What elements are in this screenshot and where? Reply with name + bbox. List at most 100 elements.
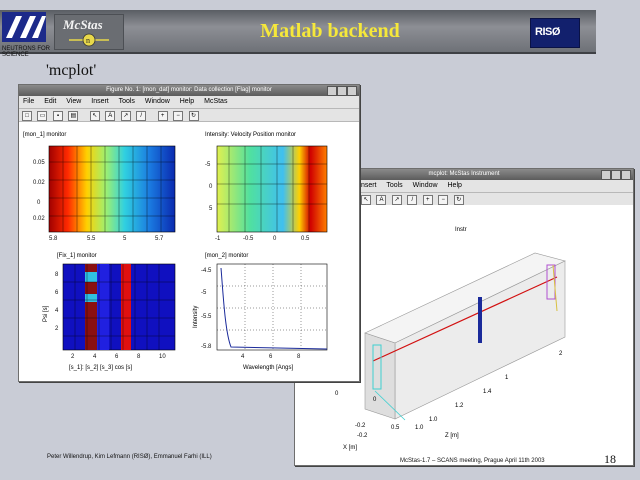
minimize-button[interactable]	[327, 86, 337, 96]
open-folder-icon[interactable]: ▭	[37, 111, 48, 121]
mcplot-menubar: File Edit View Insert Tools Window Help …	[19, 96, 359, 109]
svg-text:8: 8	[137, 354, 141, 360]
mcstas-badge: McStas n	[54, 14, 124, 50]
svg-text:6: 6	[269, 354, 273, 360]
svg-text:-5: -5	[201, 290, 207, 296]
svg-text:5: 5	[209, 206, 213, 212]
rotate-icon[interactable]: ↻	[453, 195, 464, 205]
svg-text:0: 0	[209, 184, 213, 190]
instrument-3d-graphic: 2 1 1.4 1.2 1.0 1.0 0.5 -0.2 -0.2 0 0 X …	[335, 252, 566, 451]
svg-text:2: 2	[55, 326, 59, 332]
menu-view[interactable]: View	[66, 98, 82, 105]
svg-text:0: 0	[373, 397, 377, 403]
arrow-tool-icon[interactable]: ↗	[391, 195, 402, 205]
page-title: Matlab backend	[260, 20, 400, 42]
maximize-button[interactable]	[337, 86, 347, 96]
svg-text:-1: -1	[215, 236, 221, 242]
close-button[interactable]	[621, 170, 631, 180]
svg-text:1.4: 1.4	[483, 389, 492, 395]
instrument-window-title: mcplot: McStas Instrument	[428, 171, 500, 177]
svg-text:4: 4	[93, 354, 97, 360]
zoom-in-icon[interactable]: +	[157, 111, 168, 121]
maximize-button[interactable]	[611, 170, 621, 180]
line-tool-icon[interactable]: /	[407, 195, 418, 205]
subplot3-ylabel: Psi [s]	[43, 305, 49, 322]
subplot3-xlabel: [s_1]: [s_2] [s_3] cos [s]	[69, 365, 132, 371]
select-tool-icon[interactable]: ↖	[89, 111, 100, 121]
instrument-axis-x: X [m]	[343, 445, 357, 451]
svg-text:1.0: 1.0	[429, 417, 438, 423]
svg-text:-5.8: -5.8	[201, 344, 212, 350]
mcplot-titlebar[interactable]: Figure No. 1: [mon_dat] monitor: Data co…	[19, 85, 359, 96]
svg-text:5.8: 5.8	[49, 236, 58, 242]
svg-text:-0.2: -0.2	[355, 423, 366, 429]
svg-text:0.02: 0.02	[33, 180, 45, 186]
mcplot-window[interactable]: Figure No. 1: [mon_dat] monitor: Data co…	[18, 84, 360, 382]
subplot4-xlabel: Wavelength [Angs]	[243, 365, 293, 371]
page-number: 18	[604, 452, 616, 466]
menu-tools[interactable]: Tools	[386, 182, 403, 189]
svg-text:2: 2	[71, 354, 75, 360]
minimize-button[interactable]	[601, 170, 611, 180]
new-file-icon[interactable]: □	[22, 111, 32, 121]
text-tool-icon[interactable]: A	[105, 111, 116, 121]
svg-text:-4.5: -4.5	[201, 268, 212, 274]
instrument-titlebar[interactable]: mcplot: McStas Instrument	[295, 169, 633, 180]
svg-text:5.5: 5.5	[87, 236, 96, 242]
menu-help[interactable]: Help	[179, 98, 195, 105]
svg-text:6: 6	[115, 354, 119, 360]
line-tool-icon[interactable]: /	[136, 111, 147, 121]
zoom-in-icon[interactable]: +	[422, 195, 433, 205]
subplots-graphic: 5.8 5.5 5 5.7 0.05 0.02 0 0.02 -1 -0.5 0 0.5 -5 0 5…	[33, 145, 328, 371]
mcstas-label: McStas	[63, 17, 103, 32]
footer-event: McStas-1.7 – SCANS meeting, Prague April…	[400, 458, 545, 464]
menu-tools[interactable]: Tools	[118, 98, 135, 105]
menu-window[interactable]: Window	[412, 182, 438, 189]
svg-text:10: 10	[159, 354, 166, 360]
svg-text:-5: -5	[205, 162, 211, 168]
svg-text:4: 4	[55, 308, 59, 314]
arrow-tool-icon[interactable]: ↗	[120, 111, 131, 121]
menu-help[interactable]: Help	[447, 182, 462, 189]
svg-text:-0.2: -0.2	[357, 433, 368, 439]
svg-text:1.0: 1.0	[415, 425, 424, 431]
menu-insert[interactable]: Insert	[91, 98, 109, 105]
svg-text:8: 8	[55, 272, 59, 278]
instrument-toolbar: ↖ A ↗ / + − ↻	[295, 193, 633, 206]
svg-text:1.2: 1.2	[455, 403, 464, 409]
save-icon[interactable]: ▪	[52, 111, 63, 121]
menu-mcstas[interactable]: McStas	[204, 98, 228, 105]
menu-edit[interactable]: Edit	[44, 98, 57, 105]
mcplot-toolbar: □ ▭ ▪ ▤ ↖ A ↗ / + − ↻	[19, 109, 359, 122]
print-icon[interactable]: ▤	[68, 111, 79, 121]
instrument-menubar: Insert Tools Window Help	[295, 180, 633, 193]
svg-text:4: 4	[241, 354, 245, 360]
zoom-out-icon[interactable]: −	[438, 195, 449, 205]
instrument-plot-title: Instr	[455, 227, 467, 233]
subplot4-ylabel: Intensity	[193, 306, 199, 328]
footer-authors: Peter Willendrup, Kim Lefmann (RISØ), Em…	[47, 454, 212, 460]
svg-text:0.02: 0.02	[33, 216, 45, 222]
text-tool-icon[interactable]: A	[376, 195, 387, 205]
riso-logo: RISØ	[530, 18, 580, 48]
subplot-title-3: [Fix_1] monitor	[57, 253, 97, 259]
neutron-logo-icon	[2, 12, 46, 42]
svg-text:0.5: 0.5	[391, 425, 400, 431]
svg-text:5.7: 5.7	[155, 236, 164, 242]
mcplot-figure[interactable]: [mon_1] monitor Intensity: Velocity Posi…	[19, 122, 359, 381]
svg-text:-0.5: -0.5	[243, 236, 254, 242]
rotate-icon[interactable]: ↻	[188, 111, 199, 121]
menu-insert[interactable]: Insert	[359, 182, 377, 189]
subplot-title-1: [mon_1] monitor	[23, 132, 67, 138]
instrument-axis-z: Z [m]	[445, 433, 459, 439]
svg-text:0.05: 0.05	[33, 160, 45, 166]
menu-window[interactable]: Window	[144, 98, 170, 105]
svg-text:6: 6	[55, 290, 59, 296]
close-button[interactable]	[347, 86, 357, 96]
menu-file[interactable]: File	[23, 98, 35, 105]
logo-caption: NEUTRONS FOR SCIENCE	[2, 46, 50, 58]
svg-text:0: 0	[335, 391, 339, 397]
zoom-out-icon[interactable]: −	[173, 111, 184, 121]
riso-label: RISØ	[535, 26, 560, 38]
select-tool-icon[interactable]: ↖	[361, 195, 371, 205]
